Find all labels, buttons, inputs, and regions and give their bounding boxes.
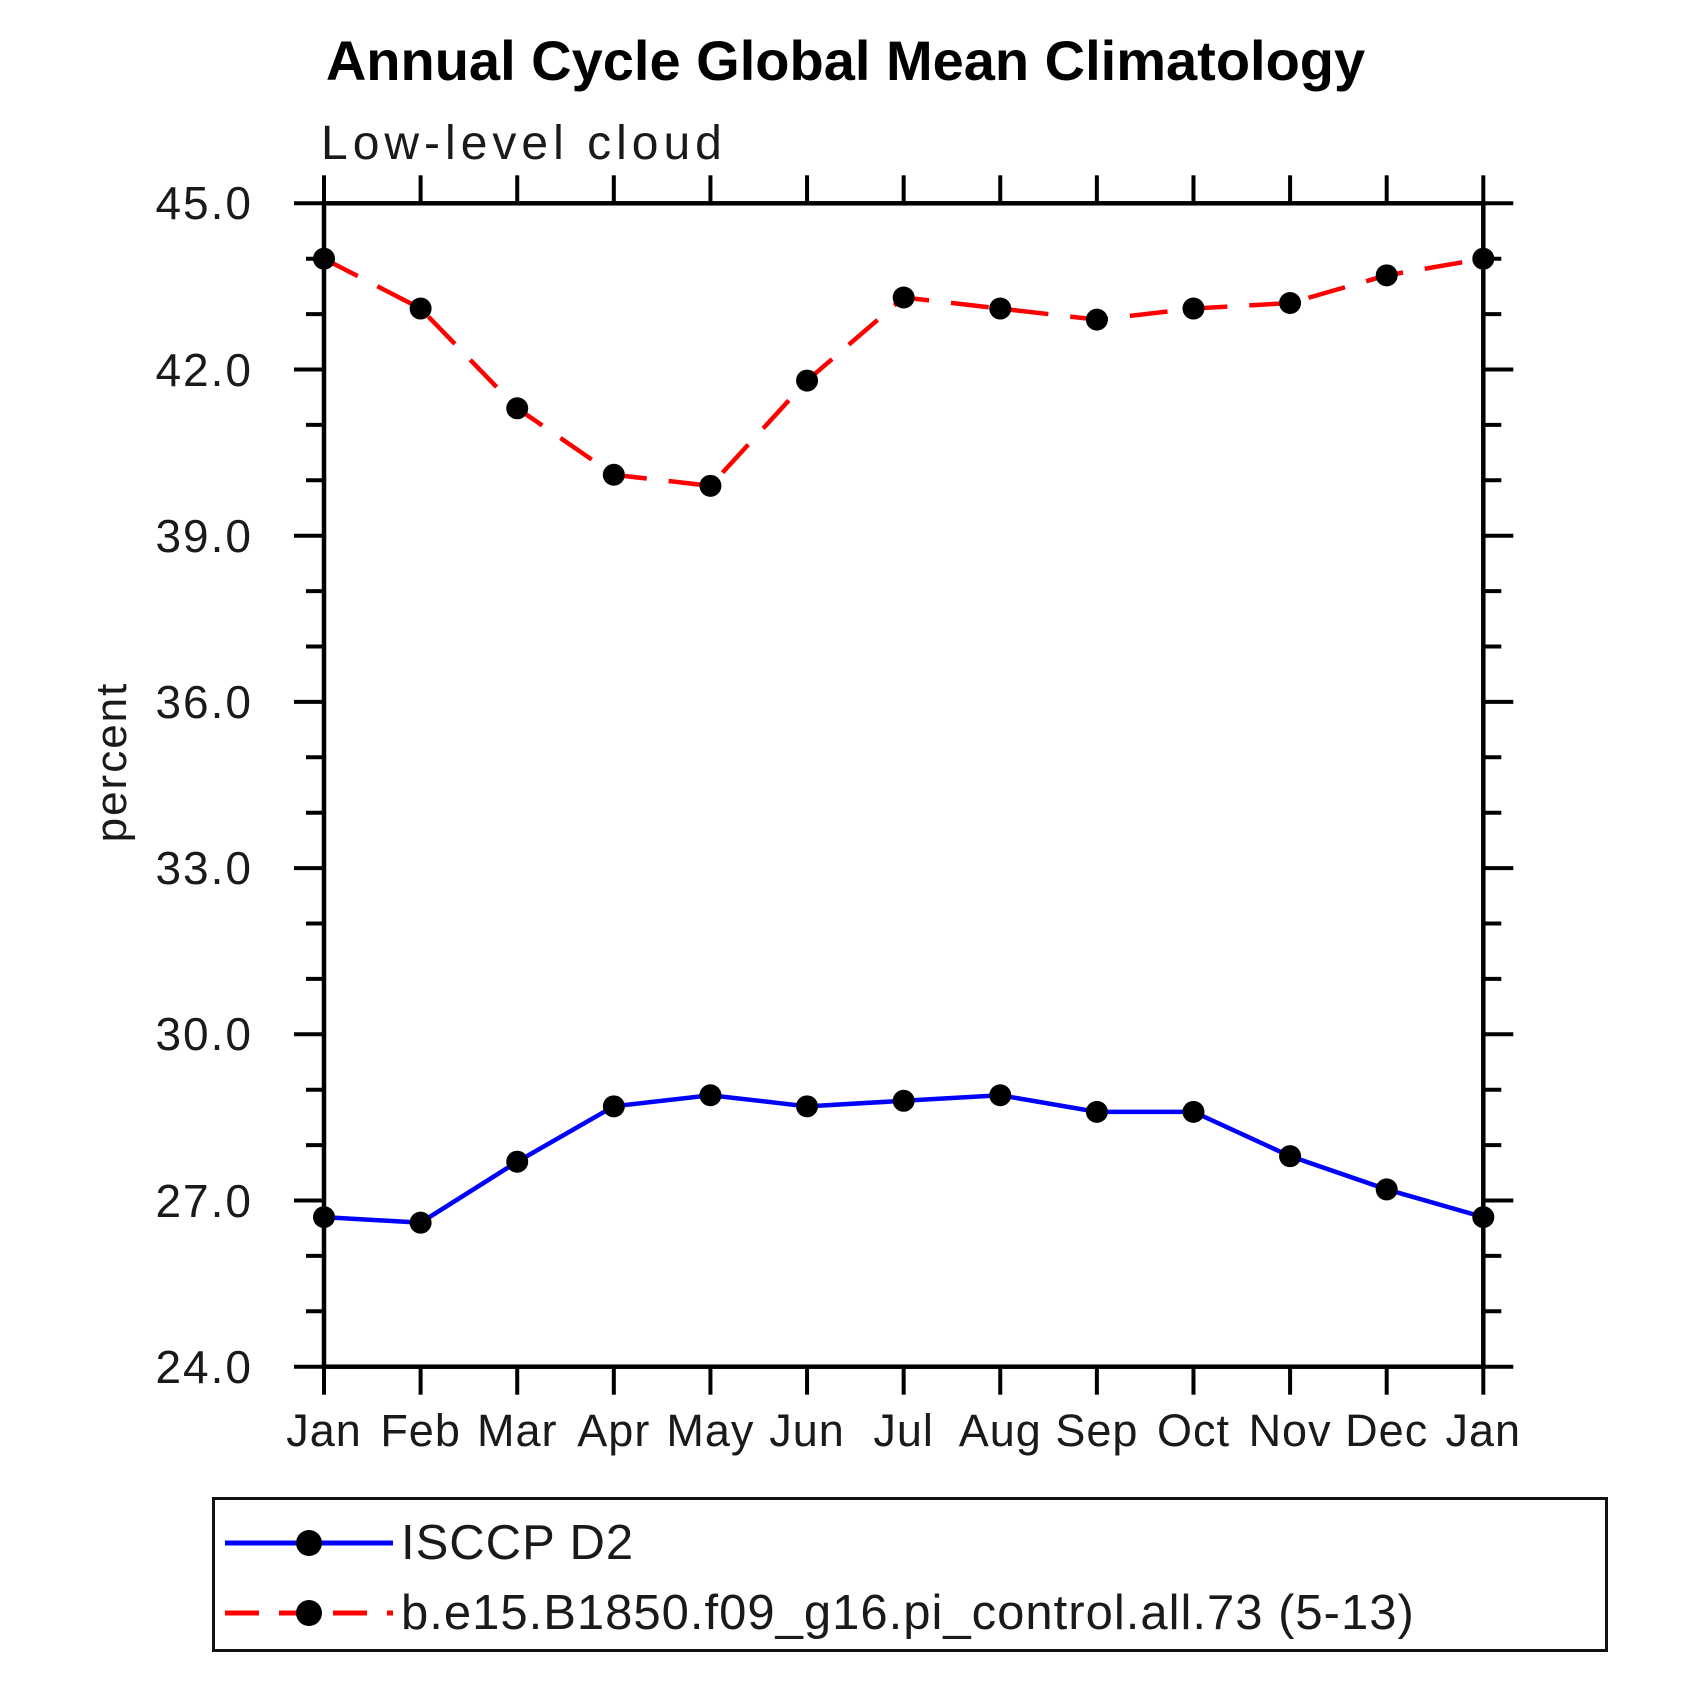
y-tick-label: 45.0 [155,177,253,230]
y-tick-label: 42.0 [155,343,253,396]
y-tick-label: 39.0 [155,509,253,562]
legend-label-model: b.e15.B1850.f09_g16.pi_control.all.73 (5… [401,1586,1415,1640]
legend-line-dashed-icon [225,1600,393,1626]
chart-title: Annual Cycle Global Mean Climatology [325,29,1366,92]
x-tick-label: Jan [1445,1405,1522,1456]
x-tick-label: May [666,1405,755,1456]
x-tick-label: Sep [1055,1405,1139,1456]
y-tick-label: 33.0 [155,842,253,895]
x-tick-label: Apr [577,1405,651,1456]
x-tick-label: Oct [1156,1405,1230,1456]
y-tick-label: 30.0 [155,1008,253,1061]
x-tick-label: Aug [958,1405,1042,1456]
x-tick-label: Nov [1248,1405,1332,1456]
legend-label-isccp: ISCCP D2 [401,1516,635,1570]
x-tick-label: Dec [1345,1405,1429,1456]
legend-line-solid-icon [225,1530,393,1556]
x-tick-label: Jan [286,1405,362,1456]
x-tick-label: Jun [769,1405,845,1456]
x-tick-label: Jul [873,1405,934,1456]
y-tick-label: 36.0 [155,675,253,728]
y-tick-label: 24.0 [155,1340,253,1393]
legend: ISCCP D2 b.e15.B1850.f09_g16.pi_control.… [212,1497,1608,1652]
x-tick-label: Mar [476,1405,558,1456]
y-tick-label: 27.0 [155,1174,253,1227]
legend-row-isccp: ISCCP D2 [215,1513,634,1573]
legend-row-model: b.e15.B1850.f09_g16.pi_control.all.73 (5… [215,1583,1415,1643]
chart-subtitle: Low-level cloud [321,117,727,170]
x-tick-label: Feb [380,1405,461,1456]
